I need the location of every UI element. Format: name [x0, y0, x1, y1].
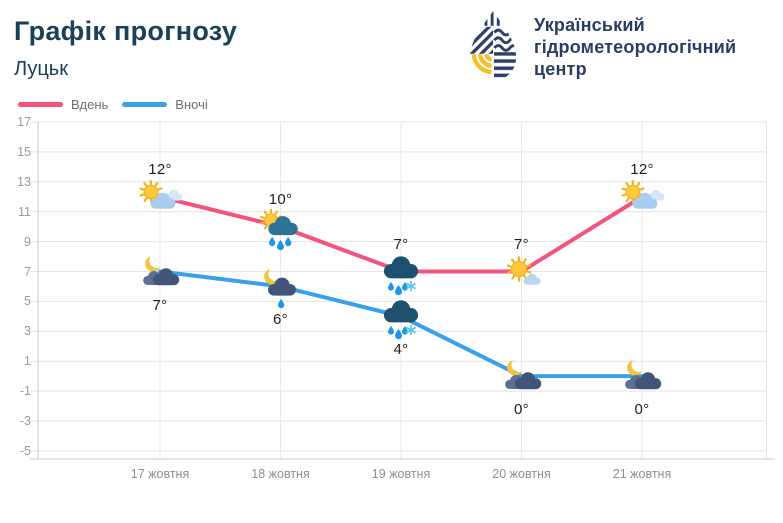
x-tick-label: 19 жовтня: [371, 467, 431, 481]
rain-snow-cloud-icon: [377, 298, 425, 342]
rain-snow-cloud-icon: [377, 254, 425, 298]
legend-swatch: [122, 102, 168, 107]
x-tick-label: 21 жовтня: [612, 467, 672, 481]
org-name: Український гідрометеорологічний центр: [534, 14, 736, 80]
moon-cloud-icon: [498, 358, 546, 402]
y-tick-label: 17: [17, 115, 31, 129]
sun-light-cloud-icon: [618, 179, 666, 223]
city-name: Луцьк: [14, 58, 68, 80]
y-tick-label: 13: [17, 175, 31, 189]
y-tick-label: -3: [19, 414, 31, 428]
header: Графік прогнозу Луцьк: [0, 0, 783, 96]
moon-rain-cloud-icon: [257, 268, 305, 312]
temp-label: 7°: [152, 297, 168, 314]
legend-label: Вдень: [71, 97, 109, 112]
org-name-line: Український: [534, 15, 645, 35]
legend-swatch: [18, 102, 63, 107]
temp-label: 7°: [514, 236, 529, 253]
y-tick-label: 7: [24, 265, 31, 279]
uhmc-drop-logo-icon: [466, 8, 520, 86]
sun-rain-cloud-icon: [257, 209, 305, 253]
legend-item-night[interactable]: Вночі: [122, 97, 208, 112]
x-tick-label: 18 жовтня: [251, 467, 310, 481]
y-tick-label: 15: [17, 145, 31, 159]
forecast-chart: 17 15 13 11 9 7 5 3 1 -1 -3 -5 17 жовтня 18 жовтня 19 …: [0, 110, 783, 510]
moon-cloud-icon: [618, 358, 666, 402]
x-tick-label: 17 жовтня: [130, 467, 190, 481]
sun-small-cloud-icon: [498, 254, 546, 298]
moon-cloud-icon: [136, 254, 184, 298]
y-tick-label: 1: [24, 354, 31, 368]
temp-label: 7°: [393, 236, 409, 253]
org-name-line: гідрометеорологічний: [534, 37, 737, 57]
org-logo: Український гідрометеорологічний центр: [466, 8, 736, 86]
y-tick-label: 9: [24, 235, 31, 249]
temp-label: 0°: [634, 401, 650, 418]
x-tick-label: 20 жовтня: [492, 467, 551, 481]
org-name-line: центр: [534, 59, 587, 79]
y-tick-label: 5: [24, 294, 31, 308]
y-tick-label: -5: [19, 444, 31, 458]
legend-label: Вночі: [175, 97, 208, 112]
temp-label: 6°: [273, 311, 288, 328]
legend-item-day[interactable]: Вдень: [18, 97, 108, 112]
y-tick-label: -1: [19, 384, 31, 398]
legend: Вдень Вночі: [18, 97, 208, 112]
temp-label: 12°: [148, 161, 172, 178]
temp-label: 10°: [268, 191, 293, 208]
y-tick-label: 11: [18, 205, 31, 219]
temp-label: 0°: [514, 401, 529, 418]
temp-label: 4°: [393, 341, 409, 358]
temp-label: 12°: [630, 161, 654, 178]
sun-light-cloud-icon: [136, 179, 184, 223]
y-tick-label: 3: [24, 324, 31, 338]
page-title: Графік прогнозу: [14, 16, 238, 46]
